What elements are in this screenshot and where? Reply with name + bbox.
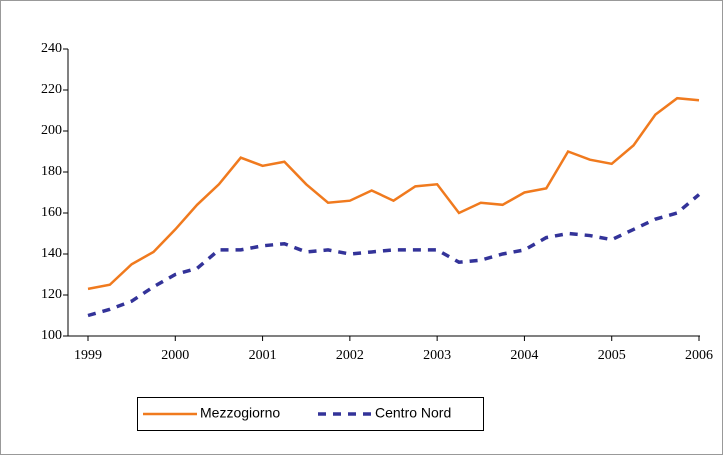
y-tick-label: 160 xyxy=(41,205,62,220)
y-tick-label: 220 xyxy=(41,82,62,97)
y-tick-label: 200 xyxy=(41,123,62,138)
x-tick-label: 2006 xyxy=(685,348,713,363)
x-tick-label: 2000 xyxy=(161,348,189,363)
x-tick-label: 2001 xyxy=(249,348,277,363)
x-tick-label: 2003 xyxy=(423,348,451,363)
x-tick-label: 2002 xyxy=(336,348,364,363)
x-tick-label: 1999 xyxy=(74,348,102,363)
y-tick-label: 120 xyxy=(41,287,62,302)
y-tick-label: 100 xyxy=(41,328,62,343)
y-tick-label: 140 xyxy=(41,246,62,261)
y-tick-label: 180 xyxy=(41,164,62,179)
legend-label: Centro Nord xyxy=(375,405,451,421)
series-line xyxy=(87,96,700,291)
x-tick-label: 2005 xyxy=(598,348,626,363)
y-tick-label: 240 xyxy=(41,41,62,56)
series-line xyxy=(87,193,701,318)
x-tick-label: 2004 xyxy=(510,348,538,363)
legend-label: Mezzogiorno xyxy=(200,405,280,421)
